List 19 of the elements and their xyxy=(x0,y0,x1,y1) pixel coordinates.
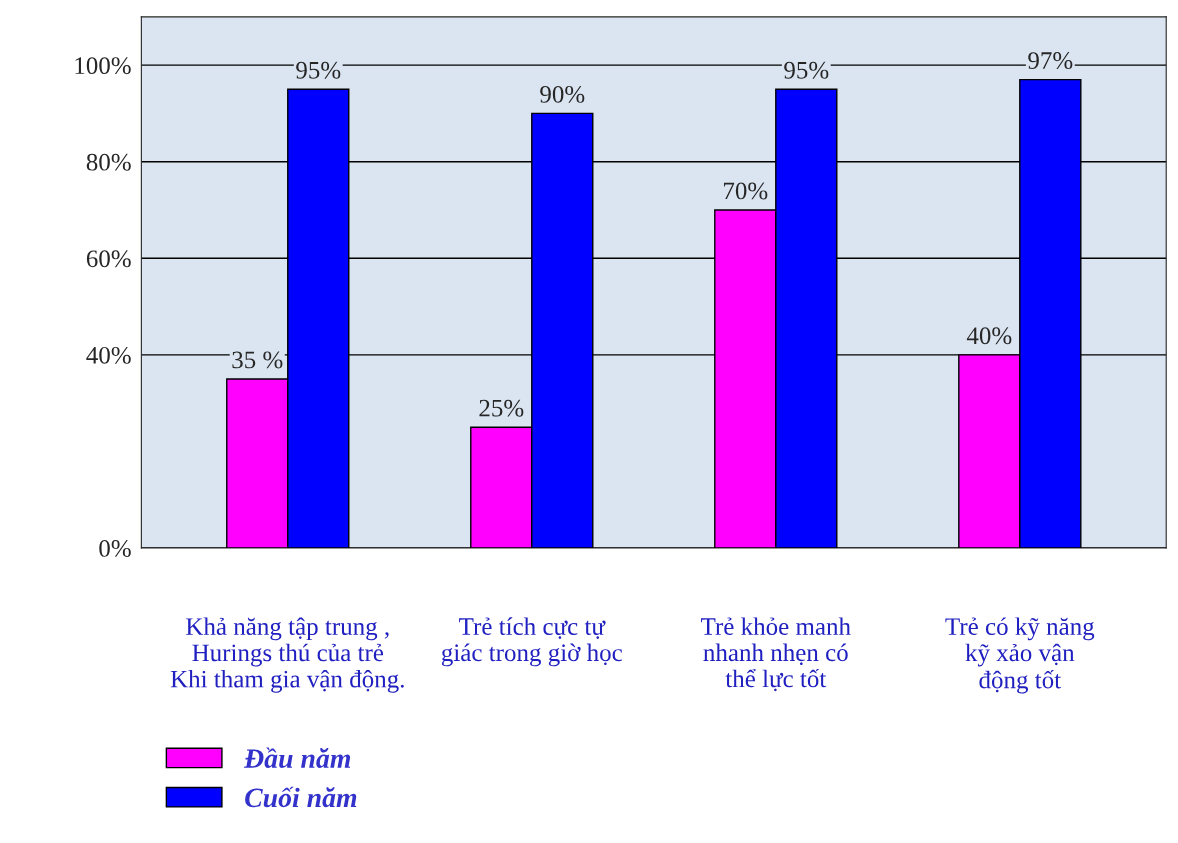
data-label: 95% xyxy=(784,61,829,79)
legend-label: Đầu năm xyxy=(243,747,351,768)
data-label: 25% xyxy=(479,399,524,417)
legend-label: Cuối năm xyxy=(245,786,357,808)
data-label: 35 % xyxy=(232,351,283,369)
data-label: 70% xyxy=(724,182,768,200)
x-tick-label: Trẻ có kỹ năng kỹ xảo vận động tốt xyxy=(945,617,1095,694)
x-tick-label: Trẻ tích cực tự giác trong giờ học xyxy=(441,617,622,667)
data-label: 90% xyxy=(540,85,585,103)
data-label: 40% xyxy=(966,327,1012,345)
y-tick-label: 40% xyxy=(86,346,131,364)
y-tick-label: 0% xyxy=(99,540,131,557)
x-tick-label: Khả năng tập trung , Hurings thú của trẻ Khi tham gia vận động. xyxy=(170,617,404,693)
x-tick-label: Trẻ khỏe manh nhanh nhẹn có thể lực tốt xyxy=(701,617,851,692)
y-tick-label: 100% xyxy=(75,57,131,75)
data-label: 97% xyxy=(1028,52,1073,70)
y-tick-label: 60% xyxy=(86,250,131,268)
data-label: 95% xyxy=(296,61,341,79)
y-tick-label: 80% xyxy=(86,153,131,171)
